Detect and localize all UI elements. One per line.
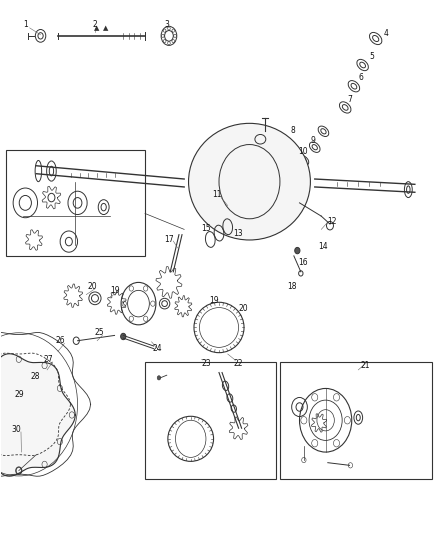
Circle shape: [295, 247, 300, 254]
Text: 26: 26: [55, 336, 65, 345]
Text: 8: 8: [290, 126, 295, 135]
Text: 13: 13: [233, 229, 243, 238]
Text: 30: 30: [12, 425, 21, 434]
Text: 14: 14: [318, 242, 328, 251]
Text: 4: 4: [384, 29, 389, 38]
Text: 10: 10: [298, 148, 307, 157]
Bar: [280, 362, 432, 479]
Text: 1: 1: [23, 20, 28, 29]
Bar: [145, 362, 276, 479]
Text: 20: 20: [88, 281, 98, 290]
Polygon shape: [0, 354, 75, 476]
Text: 28: 28: [31, 372, 40, 381]
Text: 2: 2: [92, 20, 97, 29]
Text: ▲: ▲: [95, 25, 100, 31]
Text: 17: 17: [164, 236, 174, 245]
Text: 20: 20: [238, 304, 248, 313]
Text: 25: 25: [95, 328, 104, 337]
Text: 15: 15: [201, 224, 211, 233]
Text: 16: 16: [298, 258, 307, 266]
Text: 12: 12: [328, 217, 337, 226]
Text: 19: 19: [110, 286, 120, 295]
Circle shape: [157, 376, 161, 380]
Text: 19: 19: [209, 296, 219, 305]
Text: 7: 7: [347, 95, 352, 104]
Text: 23: 23: [201, 359, 211, 367]
Circle shape: [120, 333, 126, 340]
Text: 11: 11: [212, 190, 222, 199]
Bar: [6, 150, 145, 256]
Text: 9: 9: [310, 136, 315, 145]
Text: 5: 5: [369, 52, 374, 61]
Text: 3: 3: [164, 20, 169, 29]
Text: 24: 24: [152, 344, 162, 353]
Text: 6: 6: [359, 73, 364, 82]
Text: 22: 22: [234, 359, 244, 367]
Ellipse shape: [188, 123, 311, 240]
Text: 27: 27: [43, 355, 53, 364]
Text: 29: 29: [15, 390, 25, 399]
Text: 18: 18: [287, 281, 297, 290]
Text: 21: 21: [360, 361, 370, 370]
Text: ▲: ▲: [103, 25, 109, 31]
